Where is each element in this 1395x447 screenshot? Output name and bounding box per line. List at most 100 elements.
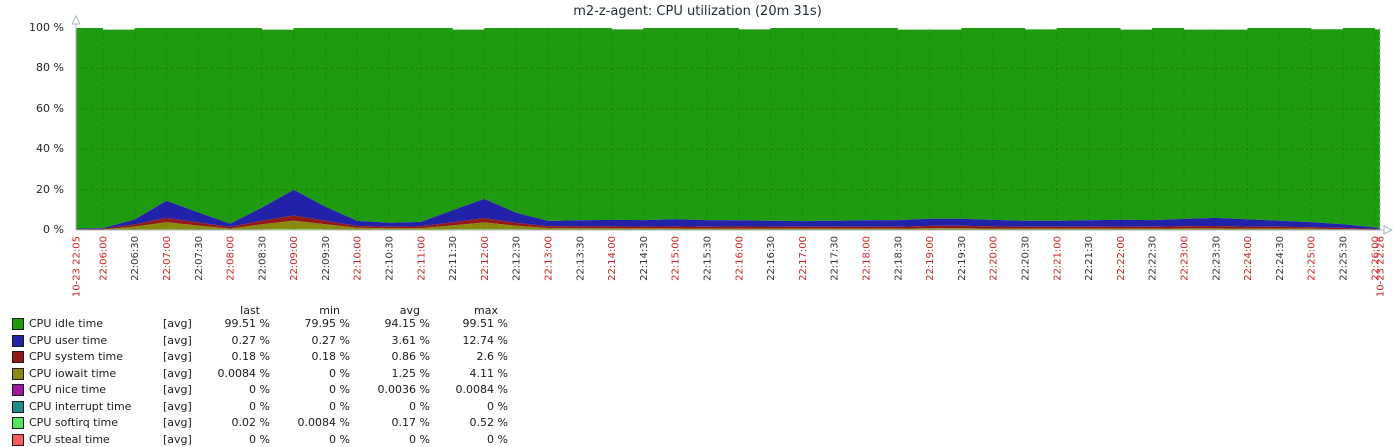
legend-item-label: CPU user time — [29, 333, 108, 347]
x-tick-label: 22:19:30 — [957, 236, 968, 281]
legend-max-value: 0.52 % — [469, 416, 508, 430]
area-cpu-system — [76, 215, 1380, 230]
area-cpu-iowait — [76, 220, 1380, 230]
x-tick-label: 22:17:30 — [830, 236, 841, 281]
idle-swatch-icon — [12, 318, 24, 331]
interrupt-swatch-icon — [12, 400, 24, 413]
legend-max-value: 99.51 % — [462, 317, 508, 331]
x-tick-label: 22:06:30 — [130, 236, 141, 281]
y-axis-label: 60 % — [36, 101, 64, 115]
legend-min-value: 0 % — [329, 399, 350, 413]
legend-swatch-cell — [12, 416, 29, 432]
x-tick-label: 22:19:00 — [925, 236, 936, 281]
legend-min-value: 0.18 % — [311, 350, 350, 364]
legend-min-value: 0.0084 % — [297, 416, 350, 430]
x-tick-label: 22:08:00 — [226, 236, 237, 281]
legend-last-value: 99.51 % — [224, 317, 270, 331]
x-tick-label: 22:10:00 — [353, 236, 364, 281]
x-tick-label: 22:25:00 — [1307, 236, 1318, 281]
y-axis-label: 20 % — [36, 182, 64, 196]
legend-last-value: 0 % — [249, 432, 270, 446]
legend-item-label: CPU iowait time — [29, 366, 117, 380]
x-tick-label: 22:15:30 — [703, 236, 714, 281]
legend-column-header: avg — [399, 304, 420, 317]
x-tick-label: 22:13:00 — [544, 236, 555, 281]
y-axis-label: 0 % — [43, 223, 64, 236]
y-axis-label: 40 % — [36, 142, 64, 156]
legend-min-value: 79.95 % — [304, 317, 350, 331]
x-tick-label: 10-23 22:05 — [72, 236, 83, 297]
legend-fn-label: [avg] — [163, 383, 192, 397]
legend-fn-label: [avg] — [163, 416, 192, 430]
x-tick-label: 22:16:30 — [766, 236, 777, 281]
x-tick-label: 22:11:00 — [416, 236, 427, 281]
x-tick-label: 22:08:30 — [257, 236, 268, 281]
legend-avg-value: 0 % — [409, 399, 430, 413]
legend-swatch-cell — [12, 433, 29, 447]
legend-avg-value: 1.25 % — [391, 366, 430, 380]
legend-avg-value: 0.86 % — [391, 350, 430, 364]
x-tick-label: 22:23:00 — [1179, 236, 1190, 281]
legend-swatch-cell — [12, 334, 29, 350]
legend-avg-value: 94.15 % — [384, 317, 430, 331]
legend-item-label: CPU softirq time — [29, 416, 119, 430]
nice-swatch-icon — [12, 384, 24, 397]
legend-swatch-cell — [12, 367, 29, 383]
legend-column-header: min — [319, 304, 340, 317]
legend-min-value: 0.27 % — [311, 333, 350, 347]
x-tick-label: 22:11:30 — [448, 236, 459, 281]
x-tick-label: 22:20:00 — [989, 236, 1000, 281]
x-tick-label: 22:20:30 — [1021, 236, 1032, 281]
legend-fn-label: [avg] — [163, 399, 192, 413]
x-tick-label: 10-23 22:26 — [1376, 236, 1387, 297]
x-tick-label: 22:21:30 — [1084, 236, 1095, 281]
x-tick-label: 22:18:30 — [893, 236, 904, 281]
legend-fn-label: [avg] — [163, 317, 192, 331]
x-tick-label: 22:18:00 — [862, 236, 873, 281]
legend-item-label: CPU nice time — [29, 383, 107, 397]
legend-last-value: 0.27 % — [231, 333, 270, 347]
legend-fn-label: [avg] — [163, 333, 192, 347]
x-tick-label: 22:07:00 — [162, 236, 173, 281]
legend-max-value: 0.0084 % — [455, 383, 508, 397]
legend-min-value: 0 % — [329, 366, 350, 380]
legend-max-value: 12.74 % — [462, 333, 508, 347]
legend-avg-value: 0.17 % — [391, 416, 430, 430]
x-tick-label: 22:12:30 — [512, 236, 523, 281]
legend-column-header: last — [240, 304, 260, 317]
legend-item-label: CPU idle time — [29, 317, 104, 331]
legend-avg-value: 0 % — [409, 432, 430, 446]
y-axis-arrow-icon — [71, 14, 81, 25]
user-swatch-icon — [12, 334, 24, 347]
legend-last-value: 0.18 % — [231, 350, 270, 364]
x-tick-label: 22:17:00 — [798, 236, 809, 281]
legend-max-value: 4.11 % — [469, 366, 508, 380]
softirq-swatch-icon — [12, 417, 24, 430]
legend-last-value: 0.02 % — [231, 416, 270, 430]
legend-max-value: 2.6 % — [476, 350, 508, 364]
x-tick-label: 22:09:30 — [321, 236, 332, 281]
graph-title: m2-z-agent: CPU utilization (20m 31s) — [573, 4, 822, 19]
legend-table: last min avg max CPU idle time [avg] 99.51 % 79… — [12, 304, 508, 447]
legend-max-value: 0 % — [487, 399, 508, 413]
x-tick-label: 22:24:00 — [1243, 236, 1254, 281]
system-swatch-icon — [12, 351, 24, 364]
legend-swatch-cell — [12, 350, 29, 366]
legend-header-spacer — [29, 304, 163, 317]
x-tick-label: 22:15:00 — [671, 236, 682, 281]
legend-fn-label: [avg] — [163, 350, 192, 364]
legend-swatch-cell — [12, 317, 29, 333]
legend-min-value: 0 % — [329, 383, 350, 397]
legend-header-spacer — [12, 304, 29, 317]
area-cpu-idle — [76, 28, 1380, 229]
y-axis-label: 80 % — [36, 61, 64, 75]
chart-plot-area[interactable]: 10-23 22:05 22:06:00 22:06:30 22:07:00 22:07… — [60, 10, 1395, 306]
legend-last-value: 0 % — [249, 383, 270, 397]
legend-avg-value: 0.0036 % — [377, 383, 430, 397]
x-axis-arrow-icon — [1383, 225, 1394, 235]
x-tick-label: 22:10:30 — [385, 236, 396, 281]
legend-min-value: 0 % — [329, 432, 350, 446]
legend-fn-label: [avg] — [163, 432, 192, 446]
legend-avg-value: 3.61 % — [391, 333, 430, 347]
